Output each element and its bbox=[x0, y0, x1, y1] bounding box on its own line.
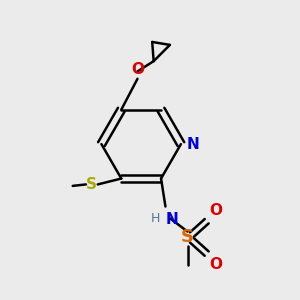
Text: O: O bbox=[131, 62, 144, 77]
Text: O: O bbox=[210, 256, 223, 272]
Text: O: O bbox=[210, 203, 223, 218]
Text: H: H bbox=[151, 212, 160, 225]
Text: S: S bbox=[181, 228, 194, 246]
Text: S: S bbox=[86, 177, 97, 192]
Text: N: N bbox=[166, 212, 178, 227]
Text: N: N bbox=[186, 136, 199, 152]
